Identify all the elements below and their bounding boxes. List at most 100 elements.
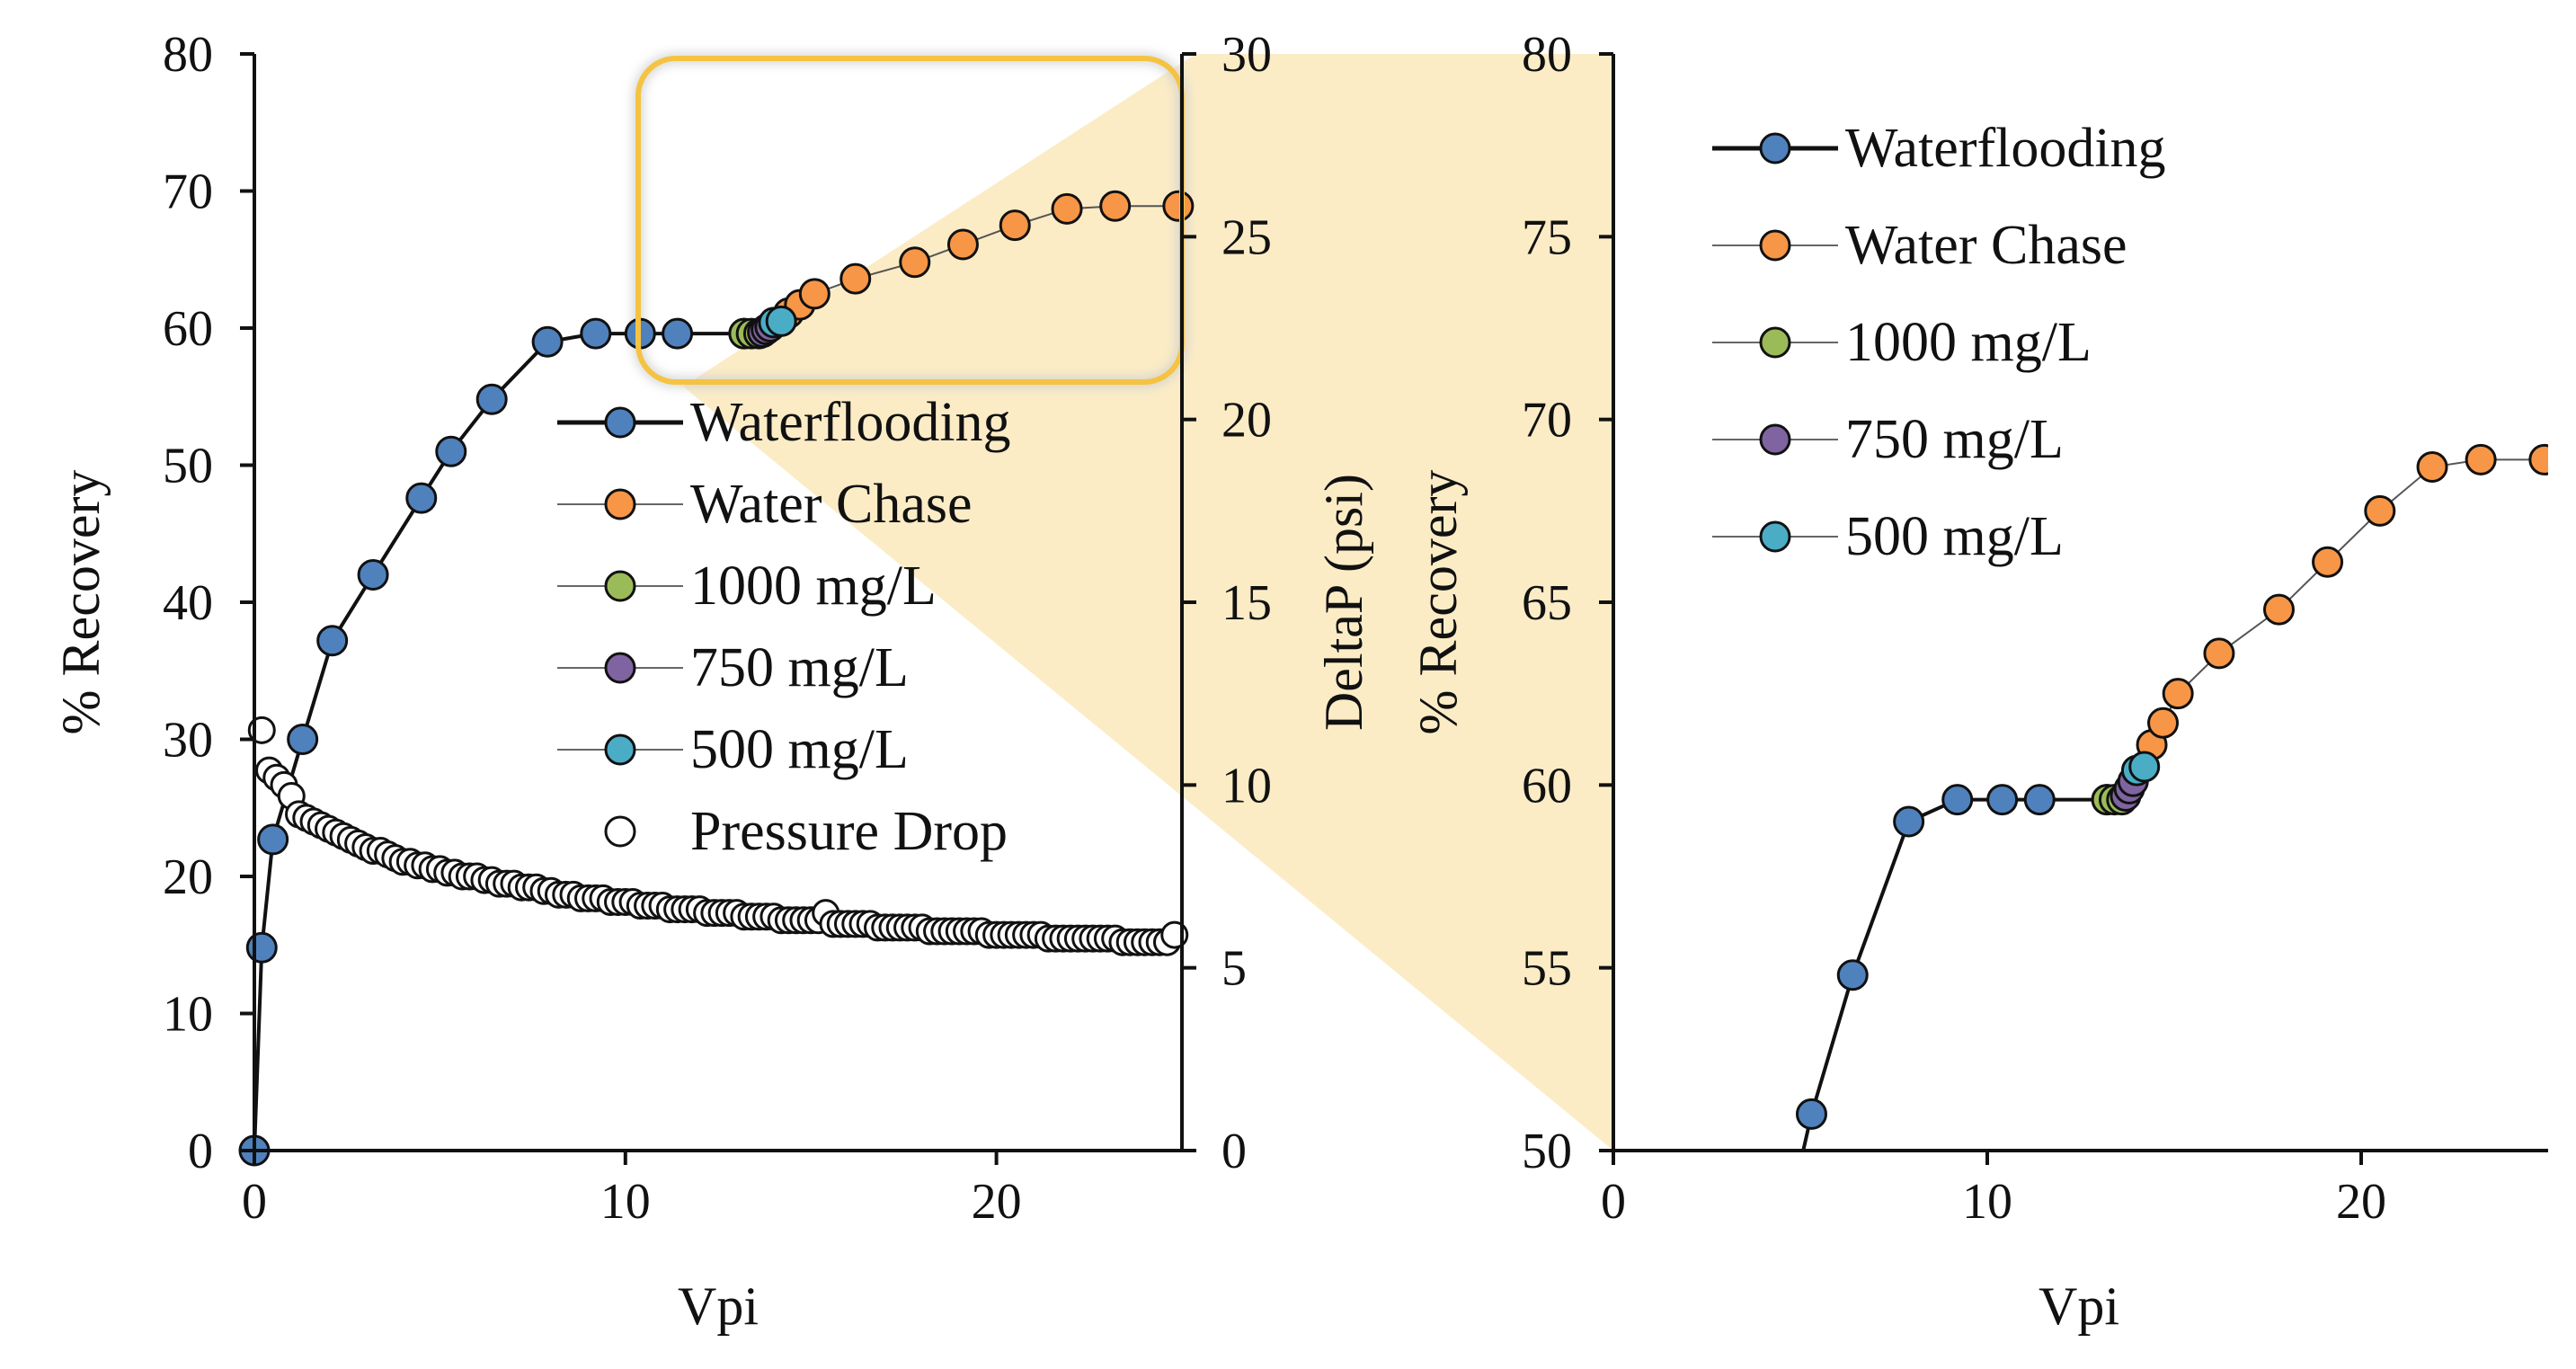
x-tick-label: 0 bbox=[242, 1174, 267, 1230]
y-tick-label: 80 bbox=[1522, 27, 1572, 83]
y2-tick-label: 15 bbox=[1221, 575, 1272, 631]
x-tick-label: 20 bbox=[972, 1174, 1022, 1230]
waterflooding-point bbox=[245, 931, 278, 964]
water-chase-line bbox=[2151, 458, 2545, 746]
water-chase-point bbox=[2203, 637, 2235, 670]
waterflooding-point bbox=[662, 317, 694, 350]
water-chase-point bbox=[999, 209, 1031, 242]
left-y2-label: DeltaP (psi) bbox=[1314, 474, 1373, 731]
y-tick-label: 30 bbox=[163, 713, 213, 769]
legend-marker bbox=[604, 815, 636, 848]
waterflooding-point bbox=[257, 823, 289, 856]
water-chase-point bbox=[798, 278, 831, 310]
legend-label: Pressure Drop bbox=[690, 801, 1008, 862]
waterflooding-point bbox=[475, 383, 508, 415]
y-tick-label: 80 bbox=[163, 27, 213, 83]
waterflooding-point bbox=[2023, 784, 2056, 816]
water-chase-point bbox=[2416, 451, 2448, 484]
legend-marker bbox=[604, 488, 636, 520]
x-tick-label: 0 bbox=[1601, 1174, 1626, 1230]
legend-label: Waterflooding bbox=[690, 392, 1011, 453]
y2-tick-label: 0 bbox=[1221, 1124, 1247, 1179]
waterflooding-point bbox=[357, 559, 389, 591]
y2-tick-label: 30 bbox=[1221, 27, 1272, 83]
y-tick-label: 50 bbox=[163, 439, 213, 494]
y-tick-label: 20 bbox=[163, 849, 213, 905]
water-chase-point bbox=[2312, 546, 2344, 578]
waterflooding-point bbox=[1836, 959, 1869, 991]
right-x-label: Vpi bbox=[2039, 1276, 2119, 1336]
water-chase-point bbox=[839, 262, 872, 295]
legend-marker bbox=[1759, 520, 1791, 553]
waterflooding-point bbox=[287, 724, 319, 755]
waterflooding-point bbox=[435, 435, 467, 467]
y2-tick-label: 25 bbox=[1221, 209, 1272, 265]
left-chart: 0 10 20 0 10 20 30 40 50 60 70 80 0 5 10 15 20 25 30 Vpi %… bbox=[51, 27, 1373, 1336]
legend-marker bbox=[604, 406, 636, 439]
left-y-label: % Recovery bbox=[51, 470, 111, 735]
y-tick-label: 0 bbox=[188, 1124, 213, 1179]
legend-label: Waterflooding bbox=[1845, 118, 2166, 179]
legend-marker bbox=[1759, 132, 1791, 164]
y-tick-label: 60 bbox=[1522, 758, 1572, 813]
legend-label: Water Chase bbox=[1845, 215, 2127, 276]
x-tick-label: 10 bbox=[1962, 1174, 2012, 1230]
zoom-connector bbox=[683, 54, 1613, 1151]
waterflooding-point bbox=[580, 317, 612, 350]
left-x-label: Vpi bbox=[678, 1276, 759, 1336]
water-chase-point bbox=[2147, 707, 2180, 739]
legend-label: 750 mg/L bbox=[690, 637, 909, 698]
right-chart: 0 10 20 50 55 60 65 70 75 80 Vpi % Recovery Water… bbox=[1408, 27, 2548, 1336]
y-tick-label: 75 bbox=[1522, 209, 1572, 265]
waterflooding-point bbox=[1986, 784, 2019, 816]
waterflooding-point bbox=[405, 482, 438, 514]
water-chase-point bbox=[2528, 443, 2548, 476]
y-tick-label: 40 bbox=[163, 575, 213, 631]
y-tick-label: 70 bbox=[163, 164, 213, 220]
y-tick-label: 50 bbox=[1522, 1124, 1572, 1179]
legend-marker bbox=[604, 652, 636, 684]
waterflooding-line bbox=[1801, 797, 2108, 1151]
right-legend: Waterflooding Water Chase 1000 mg/L 750 mg/… bbox=[1712, 118, 2166, 567]
water-chase-point bbox=[2162, 678, 2194, 710]
500-mg-l-point bbox=[2128, 751, 2161, 783]
waterflooding-point bbox=[1893, 805, 1925, 838]
y-tick-label: 70 bbox=[1522, 393, 1572, 449]
legend-marker bbox=[1759, 326, 1791, 359]
y-tick-label: 10 bbox=[163, 987, 213, 1043]
left-legend: Waterflooding Water Chase 1000 mg/L 750 mg/… bbox=[557, 392, 1011, 862]
y-tick-label: 55 bbox=[1522, 941, 1572, 997]
500-mg-l-point bbox=[765, 305, 797, 337]
water-chase-point bbox=[2465, 443, 2497, 476]
waterflooding-point bbox=[1782, 1166, 1811, 1195]
legend-marker bbox=[1759, 229, 1791, 262]
water-chase-point bbox=[899, 246, 931, 279]
water-chase-point bbox=[2262, 593, 2295, 626]
legend-marker bbox=[1759, 423, 1791, 456]
waterflooding-point bbox=[1941, 784, 1974, 816]
right-y-label: % Recovery bbox=[1408, 470, 1468, 735]
waterflooding-point bbox=[316, 625, 349, 657]
legend-label: 1000 mg/L bbox=[1845, 312, 2092, 373]
x-tick-label: 10 bbox=[600, 1174, 651, 1230]
waterflooding-point bbox=[1795, 1098, 1827, 1130]
waterflooding-point bbox=[531, 325, 564, 358]
y2-tick-label: 20 bbox=[1221, 393, 1272, 449]
y-tick-label: 60 bbox=[163, 301, 213, 357]
y2-tick-label: 10 bbox=[1221, 758, 1272, 813]
legend-marker bbox=[604, 570, 636, 602]
water-chase-point bbox=[2364, 494, 2396, 527]
legend-label: 500 mg/L bbox=[1845, 506, 2064, 567]
y-tick-label: 65 bbox=[1522, 575, 1572, 631]
legend-label: Water Chase bbox=[690, 474, 972, 535]
water-chase-point bbox=[1051, 192, 1083, 225]
water-chase-point bbox=[1162, 190, 1195, 222]
legend-label: 500 mg/L bbox=[690, 719, 909, 780]
legend-label: 750 mg/L bbox=[1845, 409, 2064, 470]
y2-tick-label: 5 bbox=[1221, 941, 1247, 997]
waterflooding-line bbox=[253, 332, 744, 1151]
water-chase-point bbox=[1099, 190, 1132, 222]
x-tick-label: 20 bbox=[2336, 1174, 2386, 1230]
water-chase-point bbox=[946, 228, 979, 261]
